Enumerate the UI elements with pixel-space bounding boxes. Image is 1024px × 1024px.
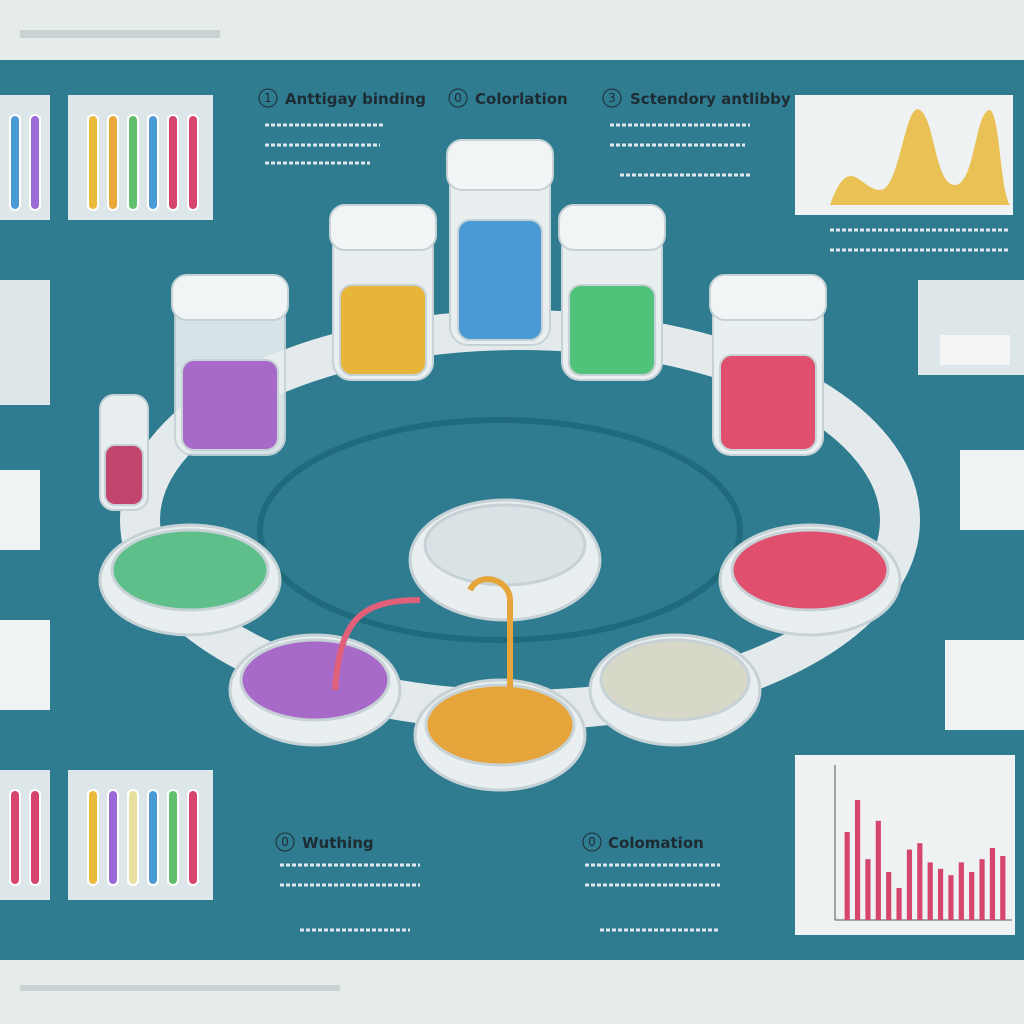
bar — [886, 872, 892, 920]
tube — [467, 576, 513, 720]
step-title: Anttigay binding — [285, 90, 426, 108]
bar — [917, 843, 923, 920]
bar — [937, 868, 944, 920]
step-number: 0 — [454, 91, 462, 105]
step-title: Colomation — [608, 834, 704, 852]
tube — [332, 597, 421, 691]
step-title: Sctendory antlibby — [630, 90, 791, 108]
bar — [854, 800, 861, 920]
bar — [969, 872, 975, 920]
step-number: 1 — [264, 91, 272, 105]
bar — [989, 848, 996, 920]
bar — [927, 862, 933, 920]
bars — [844, 800, 1006, 920]
bar — [865, 859, 871, 920]
peak-chart — [795, 95, 1013, 215]
bar — [948, 875, 954, 920]
step-title: Colorlation — [475, 90, 568, 108]
bar — [1000, 856, 1006, 920]
bar — [844, 832, 850, 920]
bar — [875, 820, 881, 920]
step-number: 3 — [608, 91, 616, 105]
text-blocks — [265, 123, 1010, 932]
ring-track — [257, 417, 743, 643]
tube-racks — [0, 95, 213, 900]
header-strip — [20, 30, 220, 38]
bar-chart-frame — [795, 755, 1015, 935]
petri-dishes — [98, 498, 902, 792]
bar — [958, 862, 964, 920]
step-number: 0 — [281, 835, 289, 849]
step-number: 0 — [588, 835, 596, 849]
step-title: Wuthing — [302, 834, 374, 852]
step-labels: 1 Anttigay binding 0 Colorlation 3 Scten… — [258, 88, 791, 852]
bar — [896, 888, 902, 920]
bar — [979, 859, 985, 920]
footer-strip — [20, 985, 340, 991]
well-plates — [0, 280, 1024, 730]
bar — [906, 849, 913, 920]
reagent-jars — [99, 139, 827, 511]
